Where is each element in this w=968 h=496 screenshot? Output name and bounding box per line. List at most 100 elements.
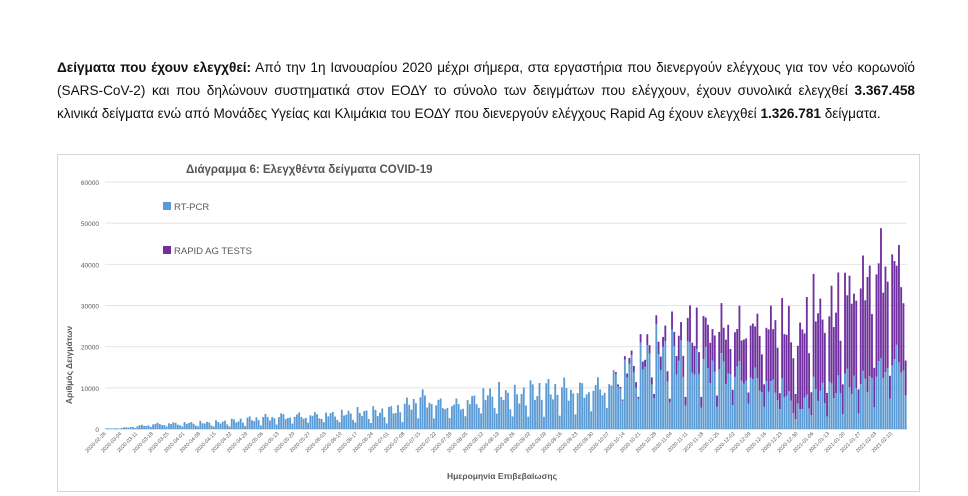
bar-rapid-ag <box>637 397 639 399</box>
y-tick-label: 20000 <box>81 345 99 352</box>
bar-rt-pcr <box>727 373 729 429</box>
bar-rt-pcr <box>231 419 233 429</box>
bar-rt-pcr <box>662 347 664 429</box>
bar-rapid-ag <box>905 361 907 396</box>
bar-rt-pcr <box>159 424 161 429</box>
bar-rapid-ag <box>644 360 646 367</box>
bar-rapid-ag <box>846 295 848 368</box>
bar-rapid-ag <box>680 322 682 340</box>
bar-rapid-ag <box>646 334 648 345</box>
bar-rapid-ag <box>855 301 857 388</box>
bar-rt-pcr <box>786 396 788 429</box>
bar-rt-pcr <box>166 426 168 429</box>
bar-rapid-ag <box>831 286 833 384</box>
bar-rt-pcr <box>172 422 174 429</box>
bar-rapid-ag <box>887 282 889 368</box>
bar-rapid-ag <box>747 392 749 403</box>
bar-rapid-ag <box>736 329 738 366</box>
bar-rt-pcr <box>105 428 107 429</box>
bar-rt-pcr <box>633 372 635 429</box>
bar-rt-pcr <box>247 418 249 429</box>
bar-rt-pcr <box>581 383 583 429</box>
bar-rapid-ag <box>772 329 774 379</box>
bar-rapid-ag <box>867 277 869 392</box>
bar-rapid-ag <box>678 336 680 361</box>
bar-rt-pcr <box>642 370 644 429</box>
bar-rt-pcr <box>278 417 280 429</box>
bar-rt-pcr <box>615 374 617 429</box>
bar-rt-pcr <box>220 424 222 429</box>
bar-rt-pcr <box>777 400 779 429</box>
bar-rt-pcr <box>626 377 628 429</box>
bar-rt-pcr <box>112 428 114 429</box>
bar-rt-pcr <box>285 419 287 429</box>
bar-rt-pcr <box>817 401 819 429</box>
bar-rt-pcr <box>819 391 821 429</box>
bar-rt-pcr <box>792 413 794 429</box>
bar-rt-pcr <box>195 426 197 429</box>
bar-rapid-ag <box>891 254 893 365</box>
bar-rapid-ag <box>810 392 812 415</box>
bar-rapid-ag <box>882 293 884 378</box>
bar-rapid-ag <box>705 318 707 347</box>
bar-rapid-ag <box>754 326 756 367</box>
bar-rt-pcr <box>136 426 138 429</box>
bar-rt-pcr <box>586 394 588 429</box>
bar-rapid-ag <box>718 332 720 369</box>
bar-rt-pcr <box>294 417 296 429</box>
bar-rt-pcr <box>269 420 271 429</box>
bar-rt-pcr <box>557 395 559 429</box>
bar-rt-pcr <box>779 409 781 429</box>
bar-rt-pcr <box>894 359 896 429</box>
bar-rt-pcr <box>703 359 705 429</box>
bar-rapid-ag <box>761 354 763 392</box>
bar-rt-pcr <box>905 395 907 429</box>
bar-rt-pcr <box>694 375 696 429</box>
bar-rapid-ag <box>792 358 794 413</box>
bar-rt-pcr <box>896 345 898 429</box>
legend-rapid-label: RAPID AG TESTS <box>174 246 252 257</box>
bar-rt-pcr <box>287 418 289 429</box>
bar-rapid-ag <box>768 329 770 391</box>
bar-rapid-ag <box>610 386 612 387</box>
bar-rt-pcr <box>676 374 678 429</box>
bar-rt-pcr <box>291 424 293 429</box>
bar-rt-pcr <box>543 417 545 429</box>
bar-rt-pcr <box>482 388 484 429</box>
bar-rt-pcr <box>880 358 882 429</box>
bar-rt-pcr <box>256 417 258 429</box>
bar-rt-pcr <box>267 417 269 429</box>
bar-rt-pcr <box>455 399 457 429</box>
bar-rt-pcr <box>109 428 111 429</box>
bar-rapid-ag <box>880 228 882 358</box>
bar-rt-pcr <box>437 400 439 429</box>
bar-rt-pcr <box>653 398 655 429</box>
bar-rapid-ag <box>633 366 635 372</box>
bar-rapid-ag <box>635 382 637 387</box>
bar-rapid-ag <box>752 324 754 379</box>
bar-rapid-ag <box>682 356 684 377</box>
bar-rt-pcr <box>619 389 621 429</box>
bar-rt-pcr <box>525 406 527 429</box>
bar-rapid-ag <box>698 352 700 374</box>
bar-rt-pcr <box>235 422 237 429</box>
bar-rt-pcr <box>334 417 336 429</box>
bar-rapid-ag <box>667 371 669 381</box>
bar-rt-pcr <box>606 408 608 429</box>
bar-rt-pcr <box>768 392 770 429</box>
bar-rt-pcr <box>327 416 329 429</box>
bar-rt-pcr <box>170 424 172 429</box>
bar-rt-pcr <box>307 423 309 429</box>
bar-rt-pcr <box>833 398 835 429</box>
bar-rt-pcr <box>332 412 334 429</box>
bar-rapid-ag <box>617 384 619 386</box>
bar-rt-pcr <box>660 370 662 429</box>
bar-rt-pcr <box>469 404 471 429</box>
bar-rapid-ag <box>869 266 871 377</box>
bar-rt-pcr <box>579 383 581 429</box>
bar-rapid-ag <box>653 394 655 398</box>
bar-rt-pcr <box>855 388 857 429</box>
bar-rt-pcr <box>381 408 383 429</box>
bar-rt-pcr <box>343 416 345 429</box>
